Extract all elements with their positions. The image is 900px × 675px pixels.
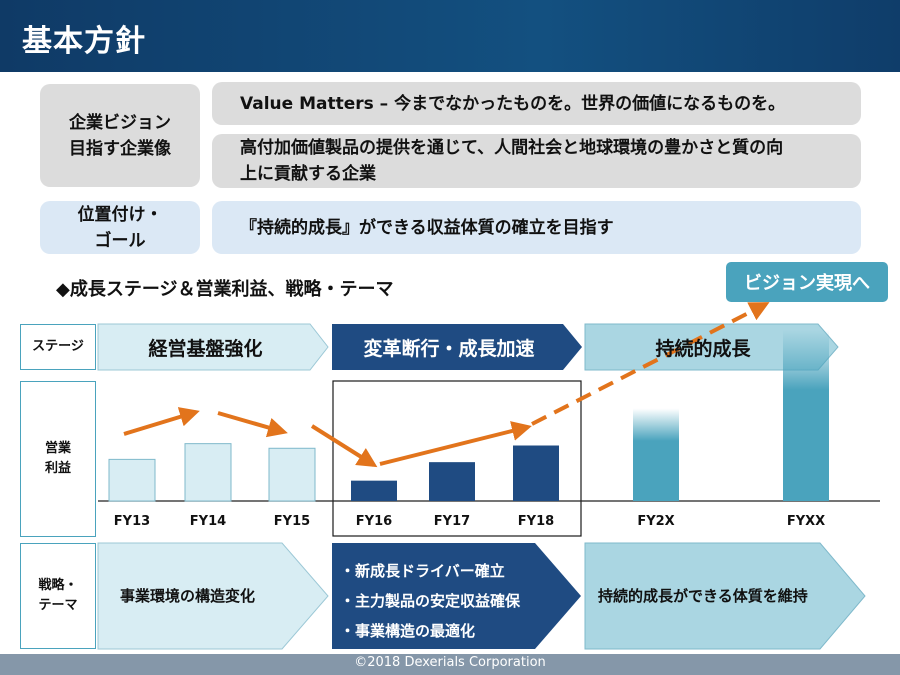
trend-arrow-4 bbox=[379, 421, 532, 466]
vision-aim-box: 高付加価値製品の提供を通じて、人間社会と地球環境の豊かさと質の向 上に貢献する企… bbox=[212, 134, 861, 188]
tick-label-fy13: FY13 bbox=[113, 514, 151, 529]
tick-label-fy14: FY14 bbox=[189, 514, 227, 529]
theme-chevron-3 bbox=[584, 542, 866, 650]
tick-label-fy17: FY17 bbox=[433, 514, 471, 529]
position-label-line2: ゴール bbox=[94, 230, 146, 251]
trend-arrow-1 bbox=[123, 407, 200, 436]
bar-fy17 bbox=[429, 462, 475, 501]
growth-heading: ◆成長ステージ＆営業利益、戦略・テーマ bbox=[56, 279, 394, 300]
bar-fy13 bbox=[108, 458, 156, 502]
bar-fy15 bbox=[268, 447, 316, 502]
footer-bar bbox=[0, 654, 900, 675]
vision-aim-line2: 上に貢献する企業 bbox=[240, 164, 376, 184]
stage-side-label: ステージ bbox=[20, 324, 96, 370]
bar-fy14 bbox=[184, 443, 232, 502]
stage-label-3: 持続的成長 bbox=[655, 337, 751, 360]
title-bar bbox=[0, 0, 900, 72]
bar-fy16 bbox=[351, 480, 397, 501]
tick-label-fy15: FY15 bbox=[273, 514, 311, 529]
profit-side-label-line1: 営業 bbox=[44, 441, 71, 456]
strategy-side-label-line2: テーマ bbox=[38, 598, 78, 613]
theme-middle-item-3: ・事業構造の最適化 bbox=[340, 622, 476, 640]
bar-fyxx bbox=[783, 329, 829, 501]
profit-side-label: 営業 利益 bbox=[20, 381, 96, 537]
position-goal: 『持続的成長』ができる収益体質の確立を目指す bbox=[240, 217, 614, 238]
tick-label-fyxx: FYXX bbox=[786, 514, 826, 529]
tick-label-fy18: FY18 bbox=[517, 514, 555, 529]
trend-arrow-2 bbox=[217, 411, 288, 438]
position-label: 位置付け・ ゴール bbox=[40, 201, 200, 254]
page-title: 基本方針 bbox=[22, 24, 146, 59]
stage-side-label-text: ステージ bbox=[32, 339, 84, 354]
position-goal-box: 『持続的成長』ができる収益体質の確立を目指す bbox=[212, 201, 861, 254]
vision-label-line2: 目指す企業像 bbox=[69, 138, 171, 159]
trend-arrow-3 bbox=[310, 424, 378, 468]
profit-side-label-line2: 利益 bbox=[44, 461, 71, 476]
theme-chevron-1 bbox=[97, 542, 329, 650]
theme-left: 事業環境の構造変化 bbox=[120, 587, 256, 605]
stage-chevron-1 bbox=[97, 323, 329, 371]
bar-fy18 bbox=[513, 445, 559, 501]
stage-chevron-2 bbox=[332, 324, 582, 370]
tick-label-fy16: FY16 bbox=[355, 514, 393, 529]
theme-chevron-2 bbox=[332, 543, 581, 649]
copyright: ©2018 Dexerials Corporation bbox=[354, 655, 546, 670]
strategy-side-label-line1: 戦略・ bbox=[38, 578, 78, 593]
trend-arrow-dashed bbox=[531, 302, 770, 426]
transformation-frame bbox=[332, 380, 582, 537]
stage-label-1: 経営基盤強化 bbox=[148, 337, 263, 360]
vision-aim-line1: 高付加価値製品の提供を通じて、人間社会と地球環境の豊かさと質の向 bbox=[240, 138, 784, 158]
theme-middle-item-2: ・主力製品の安定収益確保 bbox=[340, 592, 521, 610]
theme-middle: ・新成長ドライバー確立 ・主力製品の安定収益確保 ・事業構造の最適化 bbox=[340, 556, 520, 646]
position-label-line1: 位置付け・ bbox=[77, 204, 163, 225]
vision-label: 企業ビジョン 目指す企業像 bbox=[40, 84, 200, 187]
vision-statement-box: Value Matters – 今までなかったものを。世界の価値になるものを。 bbox=[212, 82, 861, 125]
theme-middle-item-1: ・新成長ドライバー確立 bbox=[340, 562, 505, 580]
theme-right: 持続的成長ができる体質を維持 bbox=[598, 587, 808, 605]
bar-fy2x bbox=[633, 408, 679, 501]
stage-label-2: 変革断行・成長加速 bbox=[363, 337, 535, 360]
tick-label-fy2x: FY2X bbox=[637, 514, 675, 529]
strategy-side-label: 戦略・ テーマ bbox=[20, 543, 96, 649]
vision-statement: Value Matters – 今までなかったものを。世界の価値になるものを。 bbox=[240, 93, 786, 114]
vision-callout: ビジョン実現へ bbox=[726, 262, 888, 302]
vision-label-line1: 企業ビジョン bbox=[69, 112, 171, 133]
